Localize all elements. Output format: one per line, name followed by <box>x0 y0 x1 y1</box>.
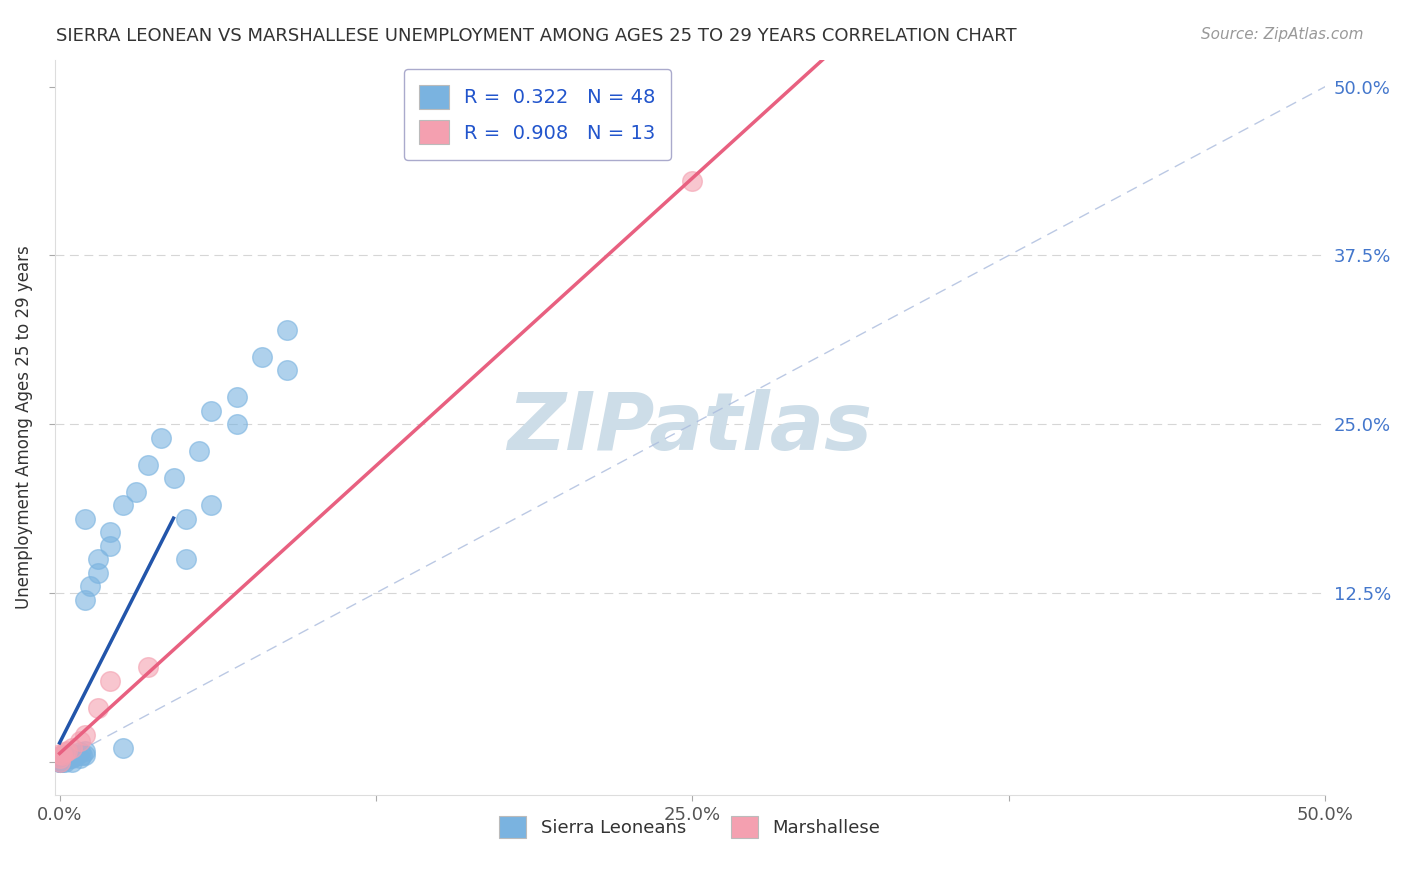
Point <box>53 745 76 759</box>
Point <box>681 174 703 188</box>
Point <box>174 511 197 525</box>
Point <box>124 484 146 499</box>
Point <box>48 749 70 764</box>
Point <box>225 417 247 431</box>
Legend: Sierra Leoneans, Marshallese: Sierra Leoneans, Marshallese <box>492 809 887 846</box>
Point <box>60 741 83 756</box>
Point <box>136 660 159 674</box>
Point <box>73 728 96 742</box>
Point <box>48 755 70 769</box>
Text: SIERRA LEONEAN VS MARSHALLESE UNEMPLOYMENT AMONG AGES 25 TO 29 YEARS CORRELATION: SIERRA LEONEAN VS MARSHALLESE UNEMPLOYME… <box>56 27 1017 45</box>
Point <box>48 750 70 764</box>
Point <box>225 390 247 404</box>
Point <box>60 750 83 764</box>
Point <box>187 444 209 458</box>
Point <box>48 755 70 769</box>
Point <box>276 363 298 377</box>
Point <box>200 498 222 512</box>
Point <box>98 539 121 553</box>
Point <box>53 749 76 764</box>
Point <box>136 458 159 472</box>
Point <box>59 750 82 764</box>
Point <box>48 750 70 764</box>
Point <box>86 700 108 714</box>
Point <box>73 744 96 758</box>
Point <box>56 747 79 762</box>
Y-axis label: Unemployment Among Ages 25 to 29 years: Unemployment Among Ages 25 to 29 years <box>15 245 32 609</box>
Point <box>48 755 70 769</box>
Point <box>48 755 70 769</box>
Point <box>86 566 108 580</box>
Point <box>60 747 83 761</box>
Point <box>59 747 82 761</box>
Point <box>111 741 134 756</box>
Point <box>79 579 101 593</box>
Point <box>86 552 108 566</box>
Point <box>149 431 172 445</box>
Point <box>60 755 83 769</box>
Point <box>48 755 70 769</box>
Point <box>73 592 96 607</box>
Point <box>51 750 73 764</box>
Point <box>250 350 273 364</box>
Point <box>98 673 121 688</box>
Point <box>162 471 184 485</box>
Point <box>69 734 91 748</box>
Point <box>72 747 94 762</box>
Point <box>56 744 79 758</box>
Point <box>56 752 79 766</box>
Point <box>69 750 91 764</box>
Point <box>48 747 70 761</box>
Point <box>73 511 96 525</box>
Point <box>98 525 121 540</box>
Point <box>69 745 91 759</box>
Point <box>48 752 70 766</box>
Point <box>53 755 76 769</box>
Point <box>51 747 73 762</box>
Point <box>48 753 70 767</box>
Point <box>174 552 197 566</box>
Point <box>111 498 134 512</box>
Point <box>51 755 73 769</box>
Text: Source: ZipAtlas.com: Source: ZipAtlas.com <box>1201 27 1364 42</box>
Point <box>276 323 298 337</box>
Point <box>63 749 86 764</box>
Text: ZIPatlas: ZIPatlas <box>508 389 872 467</box>
Point <box>66 747 89 762</box>
Point <box>200 403 222 417</box>
Point <box>73 747 96 762</box>
